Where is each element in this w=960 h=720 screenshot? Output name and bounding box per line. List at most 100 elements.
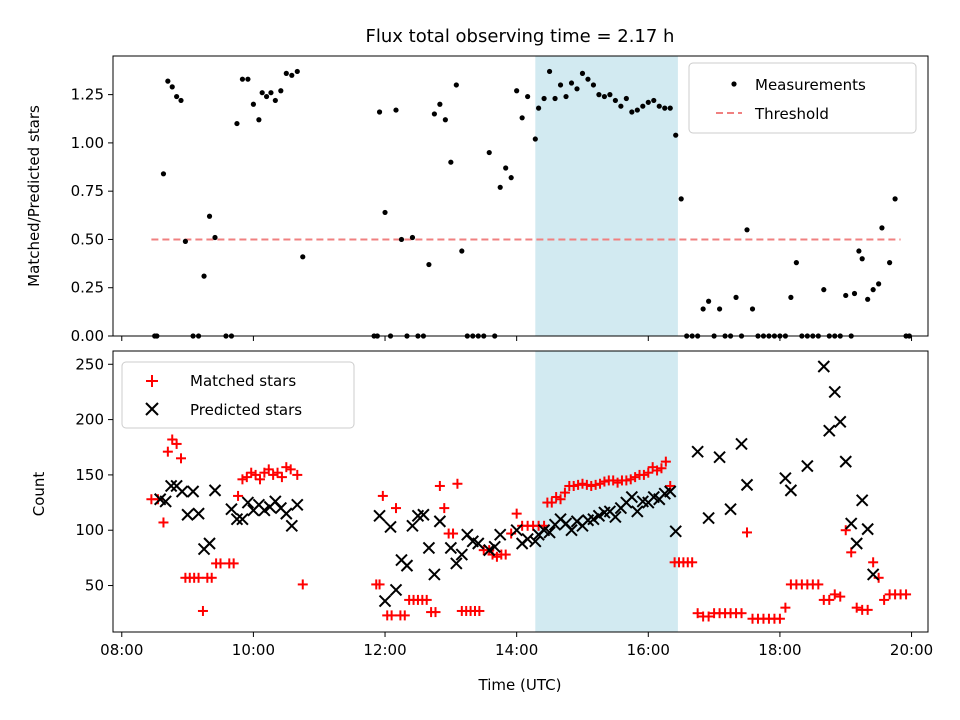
matched-star-point [297, 579, 308, 590]
measurement-point [442, 117, 448, 123]
predicted-star-point [444, 541, 458, 555]
measurement-point [256, 117, 262, 123]
predicted-star-point [625, 490, 639, 504]
y-tick-label: 150 [75, 466, 104, 484]
matched-star-point [176, 453, 187, 464]
predicted-star-point [400, 559, 414, 572]
matched-star-point [901, 589, 912, 600]
y-tick-label: 0.50 [71, 230, 104, 248]
predicted-star-point [455, 548, 469, 561]
measurement-point [201, 273, 207, 279]
matched-star-point [813, 579, 824, 590]
measurement-point [870, 287, 876, 293]
legend-predicted-label: Predicted stars [190, 401, 302, 419]
matched-star-point [500, 549, 511, 560]
predicted-star-point [208, 484, 222, 497]
measurement-point [601, 93, 608, 100]
measurement-point [579, 70, 586, 76]
matched-star-point [158, 517, 169, 528]
predicted-star-point [203, 537, 216, 550]
measurement-point [856, 248, 862, 254]
matched-star-point [430, 607, 441, 618]
measurement-point [651, 97, 657, 104]
bottom-x-ticks: 08:00 10:00 12:00 14:00 16:00 18:00 20:00 [100, 632, 933, 659]
x-tick-label: 16:00 [627, 641, 670, 659]
matched-star-point [439, 503, 450, 514]
measurement-point [278, 88, 284, 94]
matched-star-point [590, 479, 601, 490]
predicted-star-point [817, 360, 831, 373]
predicted-star-point [866, 568, 880, 581]
matched-star-point [292, 469, 303, 480]
matched-star-point [246, 467, 257, 478]
matched-star-point [434, 480, 445, 491]
measurement-point [532, 136, 538, 142]
bottom-panel: 50 100 150 200 250 08:00 10:00 12:00 14:00 16:00… [30, 350, 933, 694]
matched-star-point [868, 557, 879, 568]
predicted-star-point [779, 472, 792, 485]
predicted-star-point [389, 583, 403, 597]
measurement-point [437, 101, 443, 107]
predicted-star-point [164, 479, 178, 493]
y-tick-label: 100 [75, 521, 104, 539]
predicted-star-point [225, 502, 238, 516]
predicted-star-point [483, 543, 496, 557]
predicted-star-point [521, 532, 534, 546]
y-tick-label: 0.75 [71, 182, 104, 200]
measurement-point [169, 84, 175, 90]
measurement-point [879, 225, 885, 231]
matched-star-point [377, 490, 388, 501]
bottom-y-ticks: 50 100 150 200 250 [75, 355, 113, 595]
measurement-point [557, 82, 564, 88]
matched-star-point [391, 503, 402, 514]
predicted-star-point [631, 505, 644, 518]
measurement-point [239, 76, 246, 82]
measurement-point [263, 93, 270, 100]
matched-star-point [612, 477, 623, 488]
measurement-point [453, 82, 459, 88]
measurement-point [612, 97, 618, 104]
predicted-star-point [159, 495, 172, 508]
measurement-point [409, 234, 416, 241]
measurement-point [596, 92, 602, 98]
measurement-point [212, 234, 218, 241]
predicted-star-point [406, 519, 419, 533]
measurement-point [294, 68, 300, 75]
matched-star-point [474, 605, 485, 616]
matched-star-point [206, 572, 217, 583]
matched-star-point [780, 602, 791, 613]
measurement-point [431, 111, 437, 117]
measurement-point [568, 80, 575, 86]
predicted-stars-points [153, 360, 880, 608]
y-tick-label: 200 [75, 411, 104, 429]
x-tick-label: 20:00 [890, 641, 933, 659]
predicted-star-point [565, 524, 578, 537]
measurement-point [497, 184, 503, 190]
matched-star-point [167, 434, 178, 445]
matched-star-point [660, 456, 671, 467]
measurement-point [859, 256, 865, 262]
matched-star-point [421, 594, 432, 605]
matched-star-point [448, 528, 459, 539]
predicted-star-point [373, 509, 386, 523]
matched-star-point [846, 547, 857, 558]
top-legend: Measurements Threshold [688, 62, 917, 134]
measurement-point [459, 248, 465, 254]
matched-stars-points [146, 434, 912, 624]
bottom-axes-frame [112, 350, 929, 633]
x-axis-label: Time (UTC) [478, 676, 562, 694]
matched-star-point [599, 476, 610, 487]
measurement-point [876, 281, 882, 287]
predicted-star-point [510, 524, 523, 537]
predicted-star-point [801, 459, 814, 473]
measurement-point [733, 294, 739, 300]
matched-star-point [374, 579, 385, 590]
predicted-star-point [839, 455, 852, 468]
matched-star-point [703, 611, 714, 622]
predicted-star-point [450, 557, 463, 570]
matched-star-point [835, 591, 846, 602]
matched-star-point [281, 462, 292, 473]
matched-star-point [621, 475, 632, 486]
measurement-point [486, 149, 492, 156]
predicted-star-point [823, 424, 836, 437]
